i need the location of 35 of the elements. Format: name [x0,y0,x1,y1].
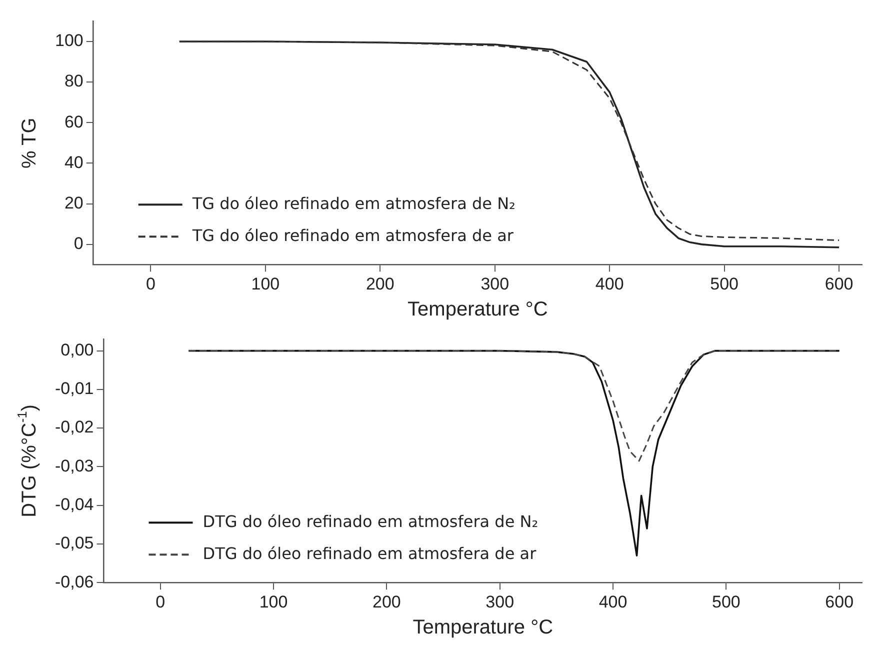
x-tick-label: 200 [366,274,394,294]
y-tick-label: -0,01 [55,379,94,398]
x-tick-label: 500 [712,592,740,612]
x-tick-label: 200 [372,592,401,612]
y-tick-label: -0,06 [55,572,94,592]
y-tick-label: -0,04 [55,495,94,514]
legend-label: DTG do óleo refinado em atmosfera de ar [202,544,537,563]
y-axis-title: % TG [18,118,41,168]
x-tick-label: 0 [146,274,156,294]
x-tick-label: 300 [480,274,510,294]
legend-label: TG do óleo refinado em atmosfera de ar [191,226,514,245]
x-tick-label: 500 [710,274,739,294]
y-tick-label: 0,00 [60,340,94,360]
x-tick-label: 600 [824,274,854,294]
x-tick-label: 300 [486,592,514,612]
x-axis-title: Temperature °C [408,298,548,321]
y-axis-title: DTG (%°C-1) [14,404,41,518]
x-tick-label: 400 [595,274,624,294]
y-tick-label: 40 [64,152,84,172]
y-tick-label: -0,03 [55,456,94,476]
x-tick-label: 400 [598,592,628,612]
x-tick-label: 0 [156,592,166,612]
x-axis-title: Temperature °C [412,616,554,639]
legend-label: DTG do óleo refinado em atmosfera de N₂ [202,512,538,531]
y-tick-label: 20 [64,193,84,212]
y-tick-label: 100 [54,31,84,50]
y-tick-label: -0,02 [55,418,94,437]
x-tick-label: 600 [825,592,854,612]
y-tick-label: 0 [74,234,84,254]
y-tick-label: 60 [64,112,84,132]
y-tick-label: 80 [64,72,84,91]
y-tick-label: -0,05 [55,534,94,553]
x-tick-label: 100 [251,274,280,294]
legend-label: TG do óleo refinado em atmosfera de N₂ [191,194,516,213]
x-tick-label: 100 [259,592,288,612]
